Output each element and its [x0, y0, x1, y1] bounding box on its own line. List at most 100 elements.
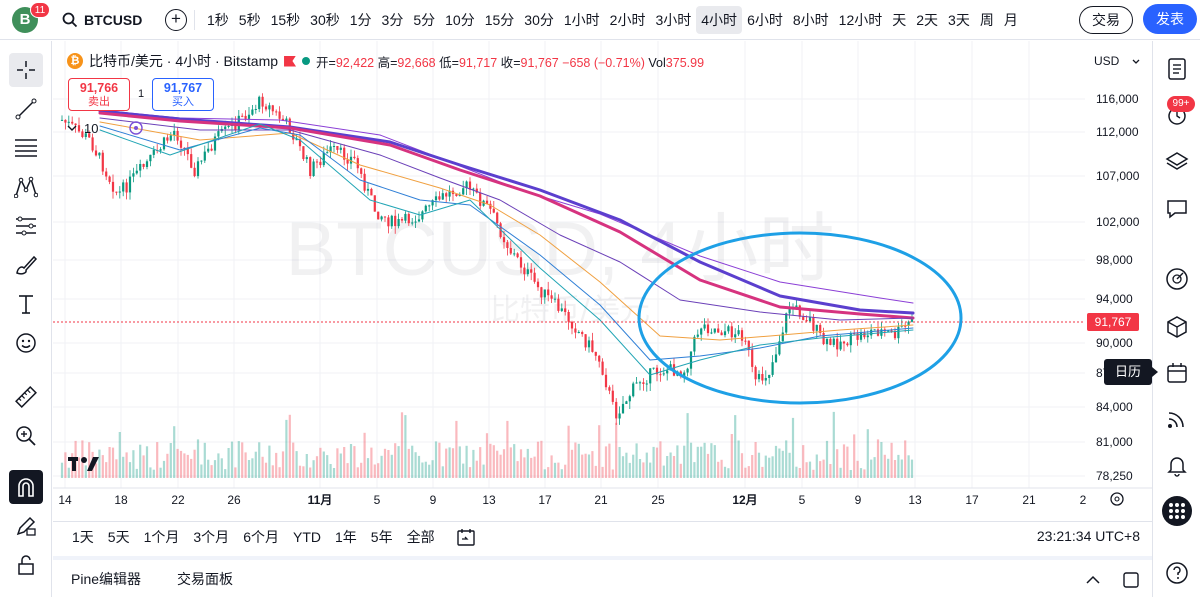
emoji-tool[interactable] [9, 326, 43, 360]
notifications-button[interactable] [1161, 449, 1193, 481]
candle-body [135, 170, 138, 174]
range-all[interactable]: 全部 [406, 528, 435, 545]
volume-bar [604, 446, 608, 478]
lock-drawing-tool[interactable] [9, 509, 43, 543]
indicator-visibility-icon[interactable] [128, 120, 144, 136]
interval-1h[interactable]: 1小时 [563, 12, 600, 28]
volume-value: 375.99 [665, 55, 705, 70]
measure-tool[interactable] [9, 380, 43, 414]
chevron-down-icon [67, 125, 77, 131]
candle-body [893, 330, 897, 339]
interval-5m[interactable]: 5分 [413, 12, 436, 28]
interval-5s[interactable]: 5秒 [238, 12, 261, 28]
range-3m[interactable]: 3个月 [193, 528, 230, 545]
prediction-tool[interactable] [9, 209, 43, 243]
pattern-tool[interactable] [9, 170, 43, 204]
calendar-button[interactable] [1161, 357, 1193, 389]
range-6m[interactable]: 6个月 [243, 528, 279, 545]
candle-body [91, 137, 94, 151]
fib-tool[interactable] [9, 131, 43, 165]
publish-button[interactable]: 发表 [1143, 4, 1197, 34]
watchlist-button[interactable] [1161, 53, 1193, 85]
volume-bar [778, 448, 781, 478]
candle-body [836, 338, 839, 350]
chat-button[interactable] [1161, 193, 1193, 225]
axis-settings-icon[interactable] [1110, 492, 1124, 506]
interval-4h[interactable]: 4小时 [696, 6, 743, 34]
volume-bar [890, 442, 893, 478]
interval-1d[interactable]: 天 [892, 12, 907, 28]
hotlist-button[interactable] [1161, 311, 1193, 343]
interval-3m[interactable]: 3分 [381, 12, 404, 28]
range-1d[interactable]: 1天 [72, 528, 94, 545]
interval-15s[interactable]: 15秒 [270, 12, 301, 28]
candle-body [377, 211, 380, 220]
interval-3d[interactable]: 3天 [948, 12, 970, 28]
candle-body [713, 328, 716, 333]
volume-bar [139, 444, 142, 478]
interval-2h[interactable]: 2小时 [609, 12, 646, 28]
symbol-title[interactable]: 比特币/美元 · 4小时 · Bitstamp [89, 53, 279, 69]
volume-bar [601, 466, 604, 478]
interval-10m[interactable]: 10分 [445, 12, 475, 28]
interval-2d[interactable]: 2天 [916, 12, 939, 28]
annotation-ellipse[interactable] [637, 231, 963, 405]
interval-12h[interactable]: 12小时 [838, 12, 883, 28]
candle-body [802, 316, 805, 321]
candle-body [472, 188, 475, 190]
interval-1m[interactable]: 1分 [349, 12, 372, 28]
symbol-search[interactable]: BTCUSD [62, 7, 142, 33]
interval-15m[interactable]: 15分 [484, 12, 515, 28]
maximize-panel-icon[interactable] [1123, 572, 1139, 588]
crosshair-tool[interactable] [9, 53, 43, 87]
trade-button[interactable]: 交易 [1079, 6, 1133, 34]
currency-select[interactable]: USD [1089, 50, 1147, 72]
sell-button[interactable]: 91,766 卖出 [68, 78, 130, 111]
range-1y[interactable]: 1年 [334, 528, 357, 545]
ideas-button[interactable] [1161, 263, 1193, 295]
flag-icon[interactable] [284, 55, 297, 67]
chart-area[interactable]: BTCUSD, 4小时 比特币/美元 116,000 112,000 107,0… [53, 41, 1152, 521]
interval-3h[interactable]: 3小时 [655, 12, 692, 28]
range-ytd[interactable]: YTD [292, 528, 321, 545]
bell-icon [1167, 457, 1187, 477]
candle-body [254, 109, 257, 110]
range-1m[interactable]: 1个月 [143, 528, 180, 545]
zoom-tool[interactable] [9, 419, 43, 453]
interval-1w[interactable]: 周 [979, 12, 994, 28]
time-tick: 25 [651, 493, 665, 507]
layers-button[interactable] [1161, 145, 1193, 177]
interval-30m[interactable]: 30分 [524, 12, 554, 28]
go-to-date-icon[interactable] [456, 527, 476, 547]
tab-pine-editor[interactable]: Pine编辑器 [71, 570, 142, 587]
time-tick: 21 [594, 493, 608, 507]
text-tool[interactable] [9, 287, 43, 321]
compare-symbol-button[interactable]: + [165, 9, 187, 31]
candle-body [434, 196, 438, 201]
range-5y[interactable]: 5年 [370, 528, 393, 545]
brush-tool[interactable] [9, 248, 43, 282]
price-chart[interactable]: BTCUSD, 4小时 比特币/美元 116,000 112,000 107,0… [53, 41, 1152, 521]
candle-body [655, 367, 659, 375]
volume-bar [506, 420, 509, 478]
help-button[interactable] [1161, 557, 1193, 589]
interval-1s[interactable]: 1秒 [207, 12, 229, 28]
clock-timezone[interactable]: 23:21:34 UTC+8 [1036, 528, 1140, 544]
buy-button[interactable]: 91,767 买入 [152, 78, 214, 111]
buy-label: 买入 [172, 96, 194, 108]
tab-trading-panel[interactable]: 交易面板 [177, 570, 234, 587]
interval-1mo[interactable]: 月 [1003, 12, 1018, 28]
apps-button[interactable] [1161, 495, 1193, 527]
interval-8h[interactable]: 8小时 [792, 12, 829, 28]
stream-button[interactable] [1161, 403, 1193, 435]
interval-6h[interactable]: 6小时 [747, 12, 783, 28]
magnet-tool[interactable] [9, 470, 43, 504]
indicators-toggle[interactable]: 10 [66, 120, 144, 136]
candle-body [734, 334, 737, 338]
trend-line-tool[interactable] [9, 92, 43, 126]
interval-30s[interactable]: 30秒 [310, 12, 340, 28]
volume-bar [183, 453, 186, 478]
chevron-up-icon[interactable] [1085, 574, 1101, 586]
range-5d[interactable]: 5天 [107, 528, 130, 545]
lock-tool[interactable] [9, 548, 43, 582]
